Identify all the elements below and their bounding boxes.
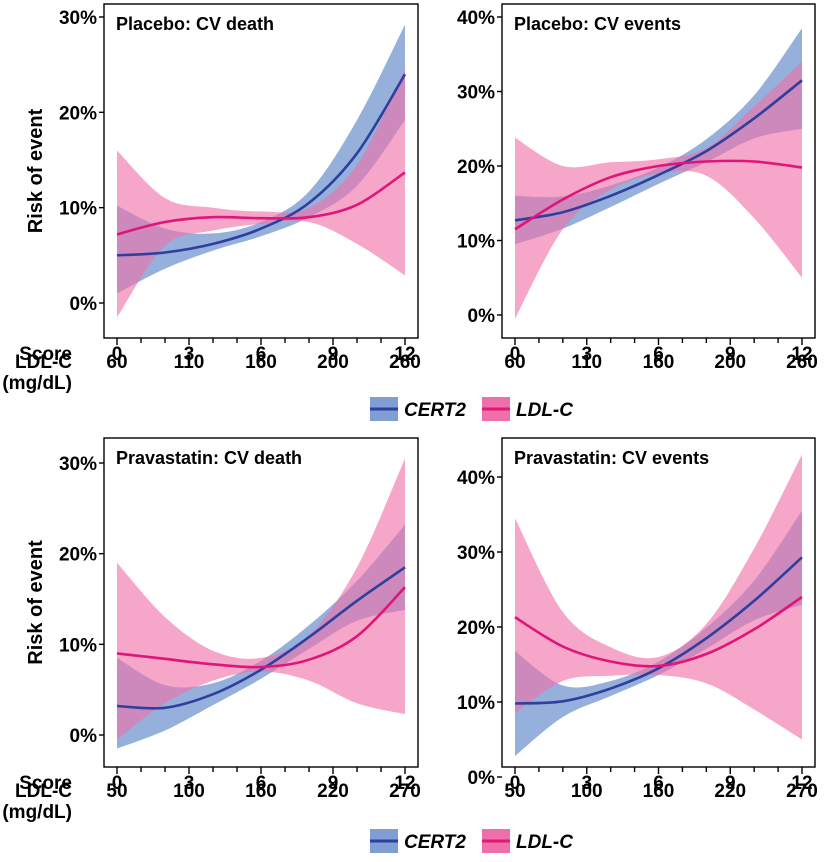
legend-2: CERT2 LDL-C (370, 829, 573, 853)
panel-title: Pravastatin: CV events (514, 448, 709, 468)
x-tick-label-score: 12 (394, 773, 415, 794)
panel-title: Placebo: CV death (116, 14, 274, 34)
y-tick-label: 0% (468, 306, 496, 327)
x-row-label: (mg/dL) (2, 373, 72, 394)
cert2-line (514, 556, 803, 705)
ldl-c-line (116, 586, 406, 669)
y-tick-label: 30% (457, 543, 495, 564)
y-tick-label: 40% (457, 8, 495, 29)
x-tick-label-ldl: 100 (571, 781, 603, 802)
ldl-c-line (514, 595, 803, 668)
legend-label-cert2: CERT2 (404, 832, 466, 853)
cert2-line (116, 73, 407, 257)
panel-3: Pravastatin: CV death 0% 10% 20% 30% Risk of … (2, 437, 421, 823)
x-tick-label-ldl: 160 (245, 781, 277, 802)
x-row-label: Score (19, 344, 72, 365)
x-tick-label-ldl: 220 (714, 781, 746, 802)
x-tick-label-score: 3 (184, 773, 195, 794)
legend-label-cert2: CERT2 (404, 400, 466, 421)
x-tick-label-ldl: 50 (106, 781, 127, 802)
x-tick-label-score: 12 (791, 773, 812, 794)
y-tick-label: 20% (457, 157, 495, 178)
x-tick-label-score: 3 (581, 344, 592, 365)
x-tick-label-score: 3 (581, 773, 592, 794)
x-tick-label-ldl: 260 (786, 352, 818, 373)
ldl-c-line (514, 159, 803, 231)
plot-area (514, 28, 803, 319)
x-tick-label-score: 6 (256, 773, 267, 794)
x-tick-label-ldl: 160 (245, 352, 277, 373)
x-row-label: LDL-C (15, 781, 72, 802)
x-tick-label-ldl: 160 (643, 352, 675, 373)
y-axis-label: Risk of event (25, 540, 47, 665)
x-tick-label-score: 0 (112, 773, 123, 794)
x-tick-label-score: 9 (328, 773, 339, 794)
x-tick-label-score: 0 (112, 344, 123, 365)
ldl-c-confidence-band (515, 61, 802, 319)
x-tick-label-score: 12 (394, 344, 415, 365)
plot-area (116, 24, 407, 318)
ldl-c-confidence-band (117, 69, 405, 318)
x-row-label: Score (19, 773, 72, 794)
legend-1: CERT2 LDL-C (370, 397, 573, 421)
panel-title: Pravastatin: CV death (116, 448, 302, 468)
ldl-c-line (116, 171, 406, 236)
x-tick-label-score: 9 (725, 773, 736, 794)
x-tick-label-score: 6 (653, 344, 664, 365)
x-tick-label-score: 3 (184, 344, 195, 365)
x-tick-label-ldl: 270 (389, 781, 421, 802)
y-tick-label: 10% (59, 199, 97, 220)
x-row-label: (mg/dL) (2, 802, 72, 823)
x-tick-label-ldl: 160 (643, 781, 675, 802)
x-tick-label-score: 9 (725, 344, 736, 365)
x-tick-label-score: 12 (791, 344, 812, 365)
x-tick-label-ldl: 220 (317, 781, 349, 802)
x-tick-label-ldl: 270 (786, 781, 818, 802)
x-tick-label-ldl: 200 (317, 352, 349, 373)
y-tick-label: 30% (457, 83, 495, 104)
y-tick-label: 0% (468, 768, 496, 789)
y-tick-label: 30% (59, 454, 97, 475)
x-row-label: LDL-C (15, 352, 72, 373)
panel-title: Placebo: CV events (514, 14, 681, 34)
y-axis-label: Risk of event (25, 108, 47, 233)
y-tick-label: 20% (59, 545, 97, 566)
x-tick-label-ldl: 110 (174, 352, 205, 373)
ldl-c-confidence-band (515, 454, 802, 740)
x-tick-label-ldl: 50 (504, 781, 525, 802)
y-tick-label: 0% (70, 726, 98, 747)
panel-1: Placebo: CV death 0% 10% 20% 30% Risk of even… (2, 3, 421, 394)
y-tick-label: 40% (457, 468, 495, 489)
y-tick-label: 0% (70, 294, 98, 315)
x-tick-label-score: 0 (510, 773, 521, 794)
x-tick-label-score: 6 (653, 773, 664, 794)
x-tick-label-score: 0 (510, 344, 521, 365)
x-tick-label-ldl: 60 (504, 352, 525, 373)
x-tick-label-ldl: 100 (173, 781, 205, 802)
cert2-confidence-band (117, 524, 405, 749)
legend-label-ldl-c: LDL-C (516, 832, 573, 853)
y-tick-label: 30% (59, 8, 97, 29)
y-tick-label: 10% (457, 232, 495, 253)
y-tick-label: 20% (457, 618, 495, 639)
x-tick-label-score: 9 (328, 344, 339, 365)
x-tick-label-score: 6 (256, 344, 267, 365)
ldl-c-confidence-band (117, 458, 405, 740)
plot-area (514, 454, 803, 756)
y-tick-label: 20% (59, 103, 97, 124)
x-tick-label-ldl: 110 (571, 352, 602, 373)
cert2-line (514, 79, 803, 222)
x-tick-label-ldl: 200 (714, 352, 746, 373)
legend-label-ldl-c: LDL-C (516, 400, 573, 421)
y-tick-label: 10% (59, 635, 97, 656)
cert2-line (116, 566, 406, 710)
plot-area (116, 458, 406, 749)
x-tick-label-ldl: 260 (389, 352, 421, 373)
panel-4: Pravastatin: CV events 0% 10% 20% 30% 40% 050 3… (457, 437, 818, 802)
x-tick-label-ldl: 60 (106, 352, 127, 373)
y-tick-label: 10% (457, 693, 495, 714)
